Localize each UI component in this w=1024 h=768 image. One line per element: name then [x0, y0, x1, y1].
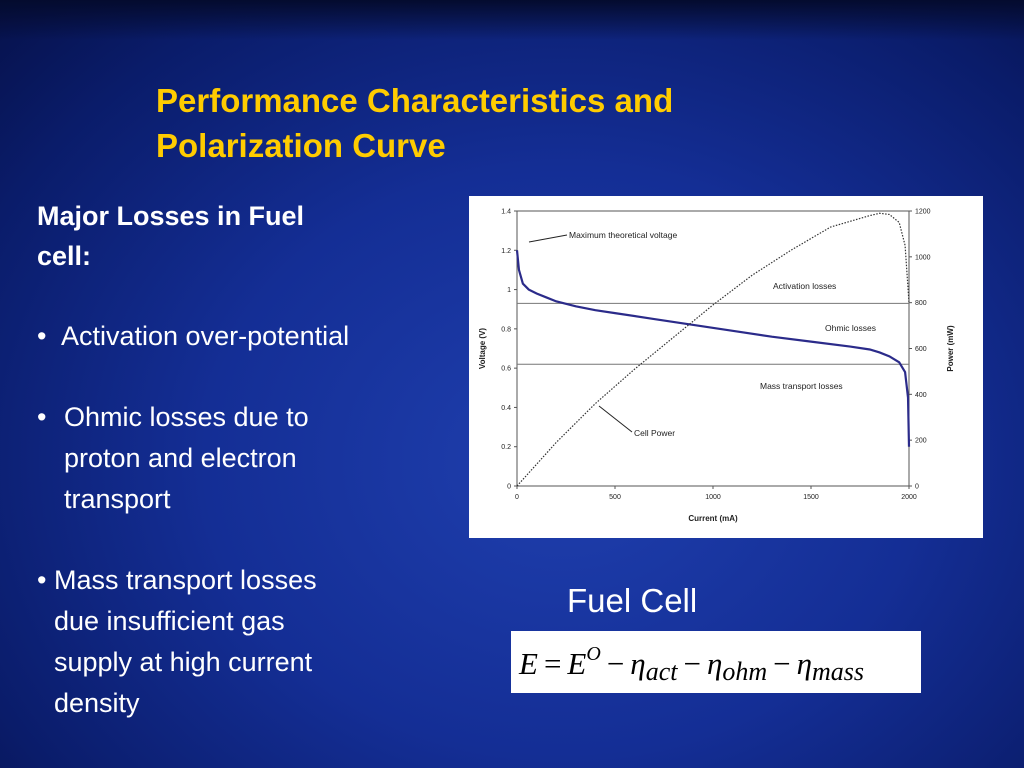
bullet-dot: •	[37, 402, 47, 432]
y2-tick-label: 600	[915, 346, 927, 353]
eq-minus: −	[683, 646, 701, 681]
power-curve	[516, 212, 910, 487]
x-tick-label: 0	[515, 494, 519, 501]
annotation-arrow	[598, 405, 633, 433]
eq-mass: mass	[811, 657, 864, 686]
heading-line-1: Major Losses in Fuel	[37, 201, 305, 231]
losses-list: Major Losses in Fuel cell: • Activation …	[37, 196, 437, 724]
chart-svg: 0 0.2 0.4 0.6 0.8 1 1.2 1.4 0 200 400 600 800 1000 120…	[478, 209, 955, 524]
y2-tick-label: 800	[915, 300, 927, 307]
voltage-equation: E = EO − ηact − ηohm − ηmass	[519, 643, 864, 687]
annotation-activation: Activation losses	[773, 281, 836, 291]
eq-minus: −	[606, 646, 625, 681]
losses-heading: Major Losses in Fuel cell:	[37, 196, 437, 276]
y-tick-label: 0.6	[501, 366, 511, 373]
eq-E0-sup: O	[586, 643, 601, 665]
y2-axis-label: Power (mW)	[946, 325, 955, 372]
y-tick-label: 0.8	[501, 326, 511, 333]
annotation-arrow	[528, 234, 568, 243]
y-axis-label: Voltage (V)	[478, 328, 487, 370]
x-axis-label: Current (mA)	[688, 514, 738, 523]
eq-E: E	[519, 646, 538, 681]
y-tick-label: 1.4	[501, 209, 511, 216]
bullet-activation: • Activation over-potential	[37, 316, 437, 357]
y-tick-label: 1	[507, 287, 511, 294]
eq-act: act	[645, 657, 678, 686]
y-tick-label: 0	[507, 484, 511, 491]
bullet-mass-transport: • Mass transport losses due insufficient…	[37, 560, 437, 724]
annotation-cell-power: Cell Power	[634, 428, 675, 438]
y-tick-label: 0.2	[501, 444, 511, 451]
slide-title: Performance Characteristics and Polariza…	[156, 78, 856, 168]
bullet-text: supply at high current	[54, 647, 313, 677]
bullet-dot: •	[37, 565, 47, 595]
eq-E0: E	[567, 646, 587, 681]
heading-line-2: cell:	[37, 241, 92, 271]
bullet-ohmic: • Ohmic losses due to proton and electro…	[37, 397, 437, 520]
equation-box: E = EO − ηact − ηohm − ηmass	[511, 631, 921, 693]
bullet-text: due insufficient gas	[54, 606, 285, 636]
annotation-mass-transport: Mass transport losses	[760, 381, 843, 391]
bullet-text: Activation over-potential	[61, 321, 350, 351]
x-tick-label: 500	[609, 494, 621, 501]
bullet-dot: •	[37, 321, 47, 351]
top-band	[0, 0, 1024, 40]
bullet-text: Mass transport losses	[54, 565, 317, 595]
plot-frame	[516, 210, 910, 487]
y2-tick-label: 400	[915, 392, 927, 399]
polarization-chart: 0 0.2 0.4 0.6 0.8 1 1.2 1.4 0 200 400 600 800 1000 120…	[469, 196, 983, 538]
y2-tick-label: 1000	[915, 254, 931, 261]
x-tick-label: 2000	[901, 494, 917, 501]
fuel-cell-caption: Fuel Cell	[567, 582, 698, 619]
bullet-text: density	[54, 688, 140, 718]
eq-eta-ohm: η	[706, 646, 723, 681]
x-tick-label: 1000	[705, 494, 721, 501]
y2-tick-label: 200	[915, 438, 927, 445]
y-tick-label: 0.4	[501, 405, 511, 412]
annotation-max-voltage: Maximum theoretical voltage	[569, 230, 677, 240]
annotation-ohmic: Ohmic losses	[825, 323, 876, 333]
bullet-text: transport	[64, 484, 171, 514]
bullet-text: proton and electron	[64, 443, 297, 473]
bullet-text: Ohmic losses due to	[64, 402, 309, 432]
eq-minus: −	[773, 646, 791, 681]
eq-eta-act: η	[630, 646, 646, 681]
title-line-2: Polarization Curve	[156, 127, 446, 164]
eq-eta-mass: η	[796, 646, 812, 681]
eq-equals: =	[543, 646, 562, 681]
title-line-1: Performance Characteristics and	[156, 82, 674, 119]
y2-tick-label: 0	[915, 484, 919, 491]
voltage-curve	[515, 250, 911, 447]
x-tick-label: 1500	[803, 494, 819, 501]
eq-ohm: ohm	[722, 657, 768, 686]
y-tick-label: 1.2	[501, 248, 511, 255]
y2-tick-label: 1200	[915, 209, 931, 216]
